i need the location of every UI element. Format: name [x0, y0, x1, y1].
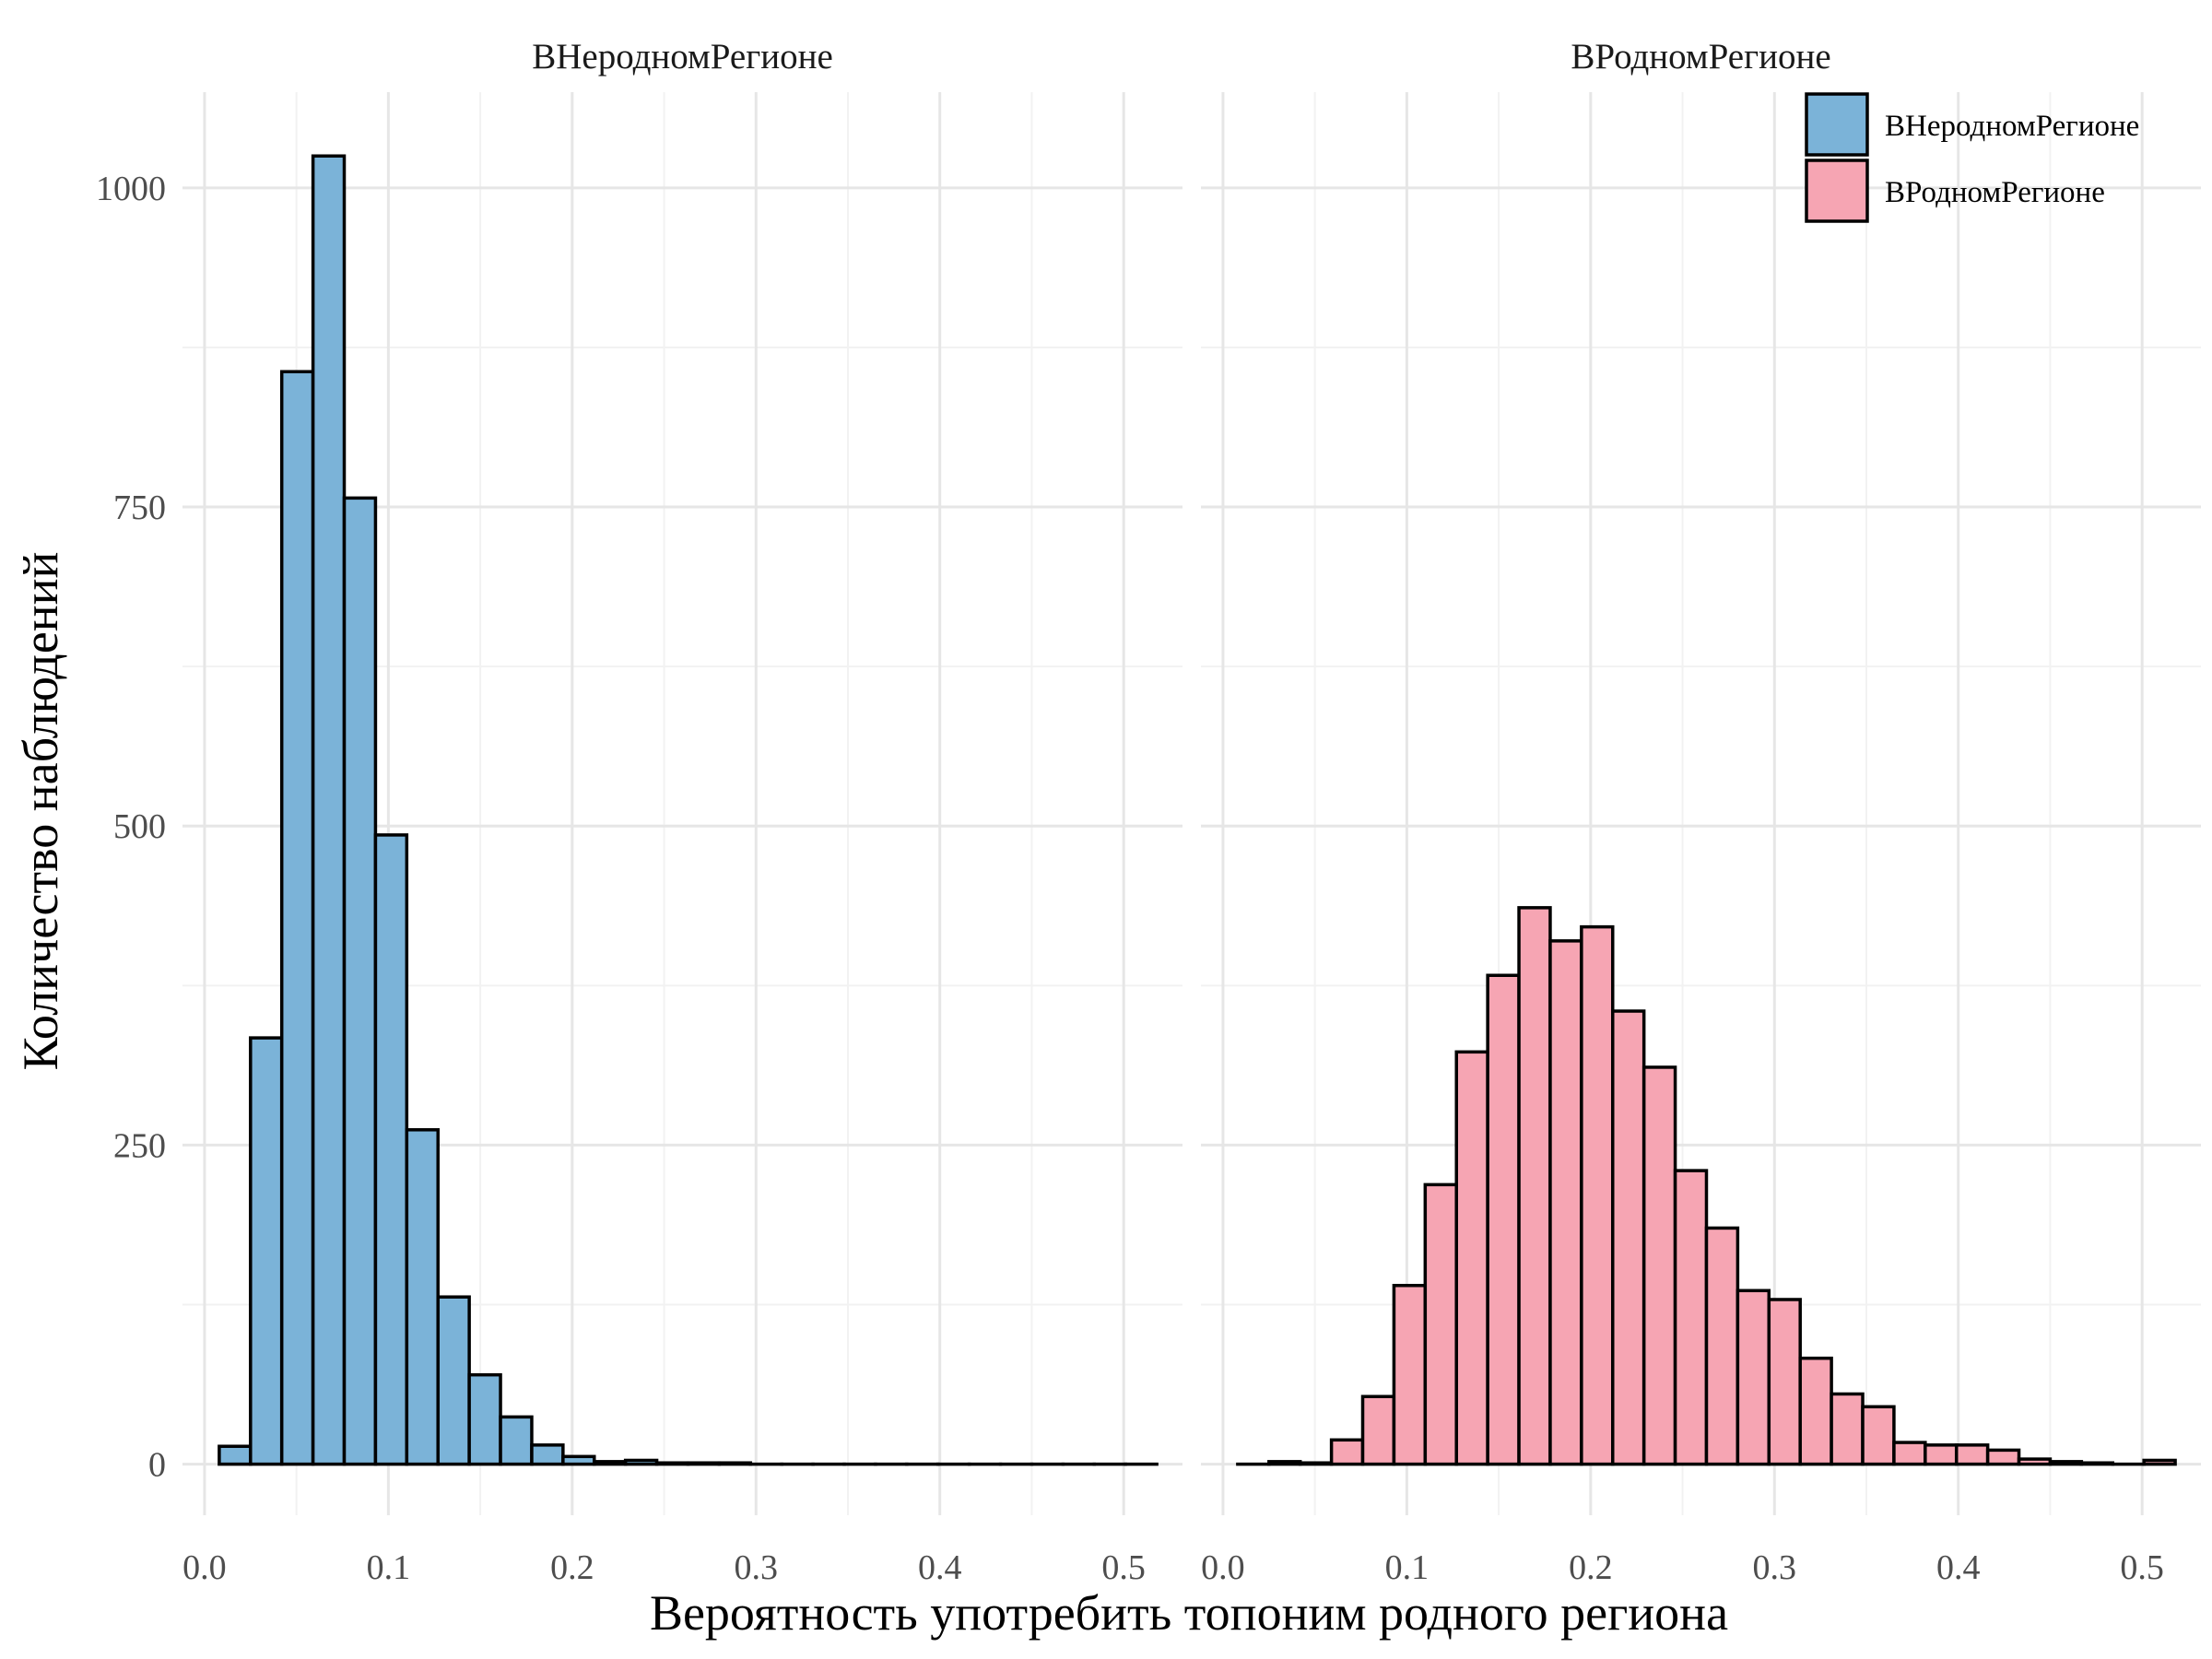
- histogram-bar: [1580, 924, 1615, 1466]
- x-tick-label: 0.4: [918, 1548, 962, 1587]
- histogram-bar: [249, 1036, 284, 1466]
- legend-swatch: [1805, 159, 1869, 223]
- histogram-bar: [1641, 1065, 1677, 1466]
- x-tick-label: 0.5: [2120, 1548, 2164, 1587]
- legend-item: ВРодномРегионе: [1805, 159, 2105, 223]
- x-tick-label: 0.3: [735, 1548, 779, 1587]
- histogram-bar: [1548, 939, 1583, 1466]
- histogram-bar: [1954, 1443, 1990, 1466]
- x-axis-title: Вероятность употребить топоним родного р…: [650, 1585, 1728, 1641]
- histogram-bar: [373, 833, 409, 1466]
- y-tick-label: 250: [113, 1126, 166, 1165]
- histogram-bar: [1423, 1182, 1458, 1466]
- histogram-bar: [2142, 1458, 2177, 1466]
- histogram-bar: [1704, 1226, 1740, 1466]
- x-tick-label: 0.1: [1385, 1548, 1430, 1587]
- x-tick-label: 0.0: [182, 1548, 227, 1587]
- y-tick-labels: 0 250 500 750 1000: [96, 170, 166, 1485]
- panels-layer: ВНеродномРегионе 0.0 0.1 0.2 0.3 0.4 0.5 0 250 50…: [96, 37, 2201, 1587]
- x-tick-label: 0.2: [1569, 1548, 1613, 1587]
- histogram-bar: [2048, 1460, 2084, 1466]
- histogram-bar: [1486, 973, 1521, 1466]
- histogram-bar: [654, 1461, 690, 1466]
- histogram-bar: [1298, 1461, 1334, 1466]
- histogram-bar: [717, 1461, 753, 1466]
- histogram-bar: [1985, 1448, 2021, 1466]
- histogram-bar: [686, 1461, 722, 1466]
- legend-item: ВНеродномРегионе: [1805, 92, 2139, 157]
- histogram-bar: [593, 1460, 628, 1466]
- histogram-bar: [1924, 1443, 1959, 1466]
- histogram-bar: [1611, 1009, 1646, 1466]
- x-tick-label: 0.4: [1936, 1548, 1981, 1587]
- major-gridlines: [1201, 92, 2201, 1515]
- histogram-bar: [342, 496, 378, 1466]
- facet-panel-1: ВНеродномРегионе 0.0 0.1 0.2 0.3 0.4 0.5 0 250 50…: [96, 37, 1182, 1587]
- histogram-bar: [405, 1128, 440, 1466]
- histogram-bar: [1673, 1169, 1709, 1466]
- histogram-bar: [499, 1415, 534, 1466]
- facet-panel-2: ВРодномРегионе 0.0 0.1 0.2 0.3 0.4 0.5: [1201, 37, 2201, 1587]
- y-tick-label: 0: [148, 1446, 166, 1485]
- facet-strip-label: ВРодномРегионе: [1571, 37, 1830, 76]
- legend-label: ВРодномРегионе: [1885, 176, 2105, 209]
- histogram-bars: [218, 154, 1159, 1466]
- x-tick-labels: 0.0 0.1 0.2 0.3 0.4 0.5: [182, 1548, 1146, 1587]
- x-tick-label: 0.2: [550, 1548, 594, 1587]
- histogram-bar: [2017, 1457, 2053, 1466]
- histogram-bar: [1830, 1392, 1865, 1466]
- histogram-bar: [1892, 1441, 1927, 1466]
- legend-label: ВНеродномРегионе: [1885, 110, 2139, 143]
- histogram-bar: [561, 1454, 596, 1466]
- y-tick-label: 1000: [96, 170, 166, 208]
- facet-strip-label: ВНеродномРегионе: [532, 37, 833, 76]
- histogram-bar: [530, 1443, 565, 1466]
- histogram-bar: [279, 370, 315, 1466]
- histogram-bar: [1360, 1394, 1396, 1466]
- histogram-bars: [1236, 906, 2177, 1466]
- histogram-bar: [467, 1372, 502, 1466]
- histogram-bar: [1735, 1288, 1771, 1466]
- y-tick-label: 500: [113, 807, 166, 846]
- x-tick-label: 0.1: [367, 1548, 411, 1587]
- x-tick-label: 0.5: [1101, 1548, 1146, 1587]
- histogram-bar: [623, 1458, 659, 1466]
- histogram-bar: [1267, 1460, 1302, 1466]
- histogram-bar: [2079, 1461, 2115, 1466]
- histogram-bar: [1798, 1356, 1833, 1466]
- histogram-bar: [436, 1295, 471, 1466]
- y-axis-title: Количество наблюдений: [13, 552, 68, 1071]
- histogram-bar: [1767, 1298, 1802, 1466]
- histogram-bar: [1861, 1405, 1896, 1466]
- histogram-bar: [1392, 1283, 1428, 1466]
- legend-swatch: [1805, 92, 1869, 157]
- x-tick-labels: 0.0 0.1 0.2 0.3 0.4 0.5: [1201, 1548, 2164, 1587]
- x-tick-label: 0.0: [1201, 1548, 1245, 1587]
- histogram-bar: [1517, 906, 1552, 1466]
- legend: ВНеродномРегионе ВРодномРегионе: [1805, 92, 2139, 223]
- histogram-bar: [311, 154, 347, 1466]
- histogram-bar: [218, 1444, 253, 1466]
- y-tick-label: 750: [113, 488, 166, 527]
- histogram-bar: [1454, 1050, 1489, 1466]
- x-tick-label: 0.3: [1753, 1548, 1797, 1587]
- histogram-bar: [1329, 1438, 1365, 1466]
